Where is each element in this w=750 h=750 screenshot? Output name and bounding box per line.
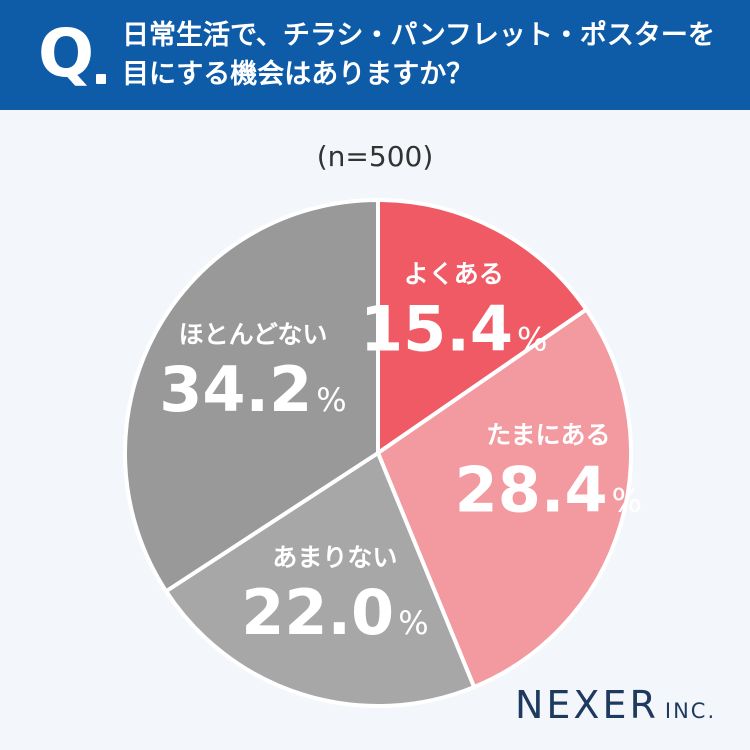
question-line-2: 目にする機会はありますか？: [122, 59, 474, 90]
slice-label-often: よくある: [404, 260, 504, 289]
slice-value-sometimes: 28.4%: [455, 454, 642, 527]
slice-label-sometimes: たまにある: [486, 421, 610, 450]
brand-logo: NEXER INC.: [515, 683, 716, 727]
brand-suffix: INC.: [664, 699, 717, 723]
brand-name: NEXER: [515, 683, 659, 727]
question-text: 日常生活で、チラシ・パンフレット・ポスターを 目にする機会はありますか？: [122, 16, 732, 94]
pie-slice-sometimes: [376, 307, 633, 690]
question-header: Q 日常生活で、チラシ・パンフレット・ポスターを 目にする機会はありますか？: [0, 0, 750, 110]
slice-value-rarely: 22.0%: [241, 576, 428, 649]
slice-value-never: 34.2%: [159, 353, 346, 426]
sample-size-label: (n=500): [316, 140, 434, 173]
slice-value-often: 15.4%: [360, 293, 547, 366]
slice-label-never: ほとんどない: [179, 320, 328, 349]
question-mark-dot: [96, 74, 106, 84]
pie-slice-rarely: [164, 451, 477, 708]
question-mark: Q: [38, 15, 95, 92]
pie-slice-often: [376, 198, 589, 455]
question-line-1: 日常生活で、チラシ・パンフレット・ポスターを: [122, 20, 715, 51]
slice-label-rarely: あまりない: [272, 543, 397, 572]
pie-slice-never: [123, 198, 380, 594]
